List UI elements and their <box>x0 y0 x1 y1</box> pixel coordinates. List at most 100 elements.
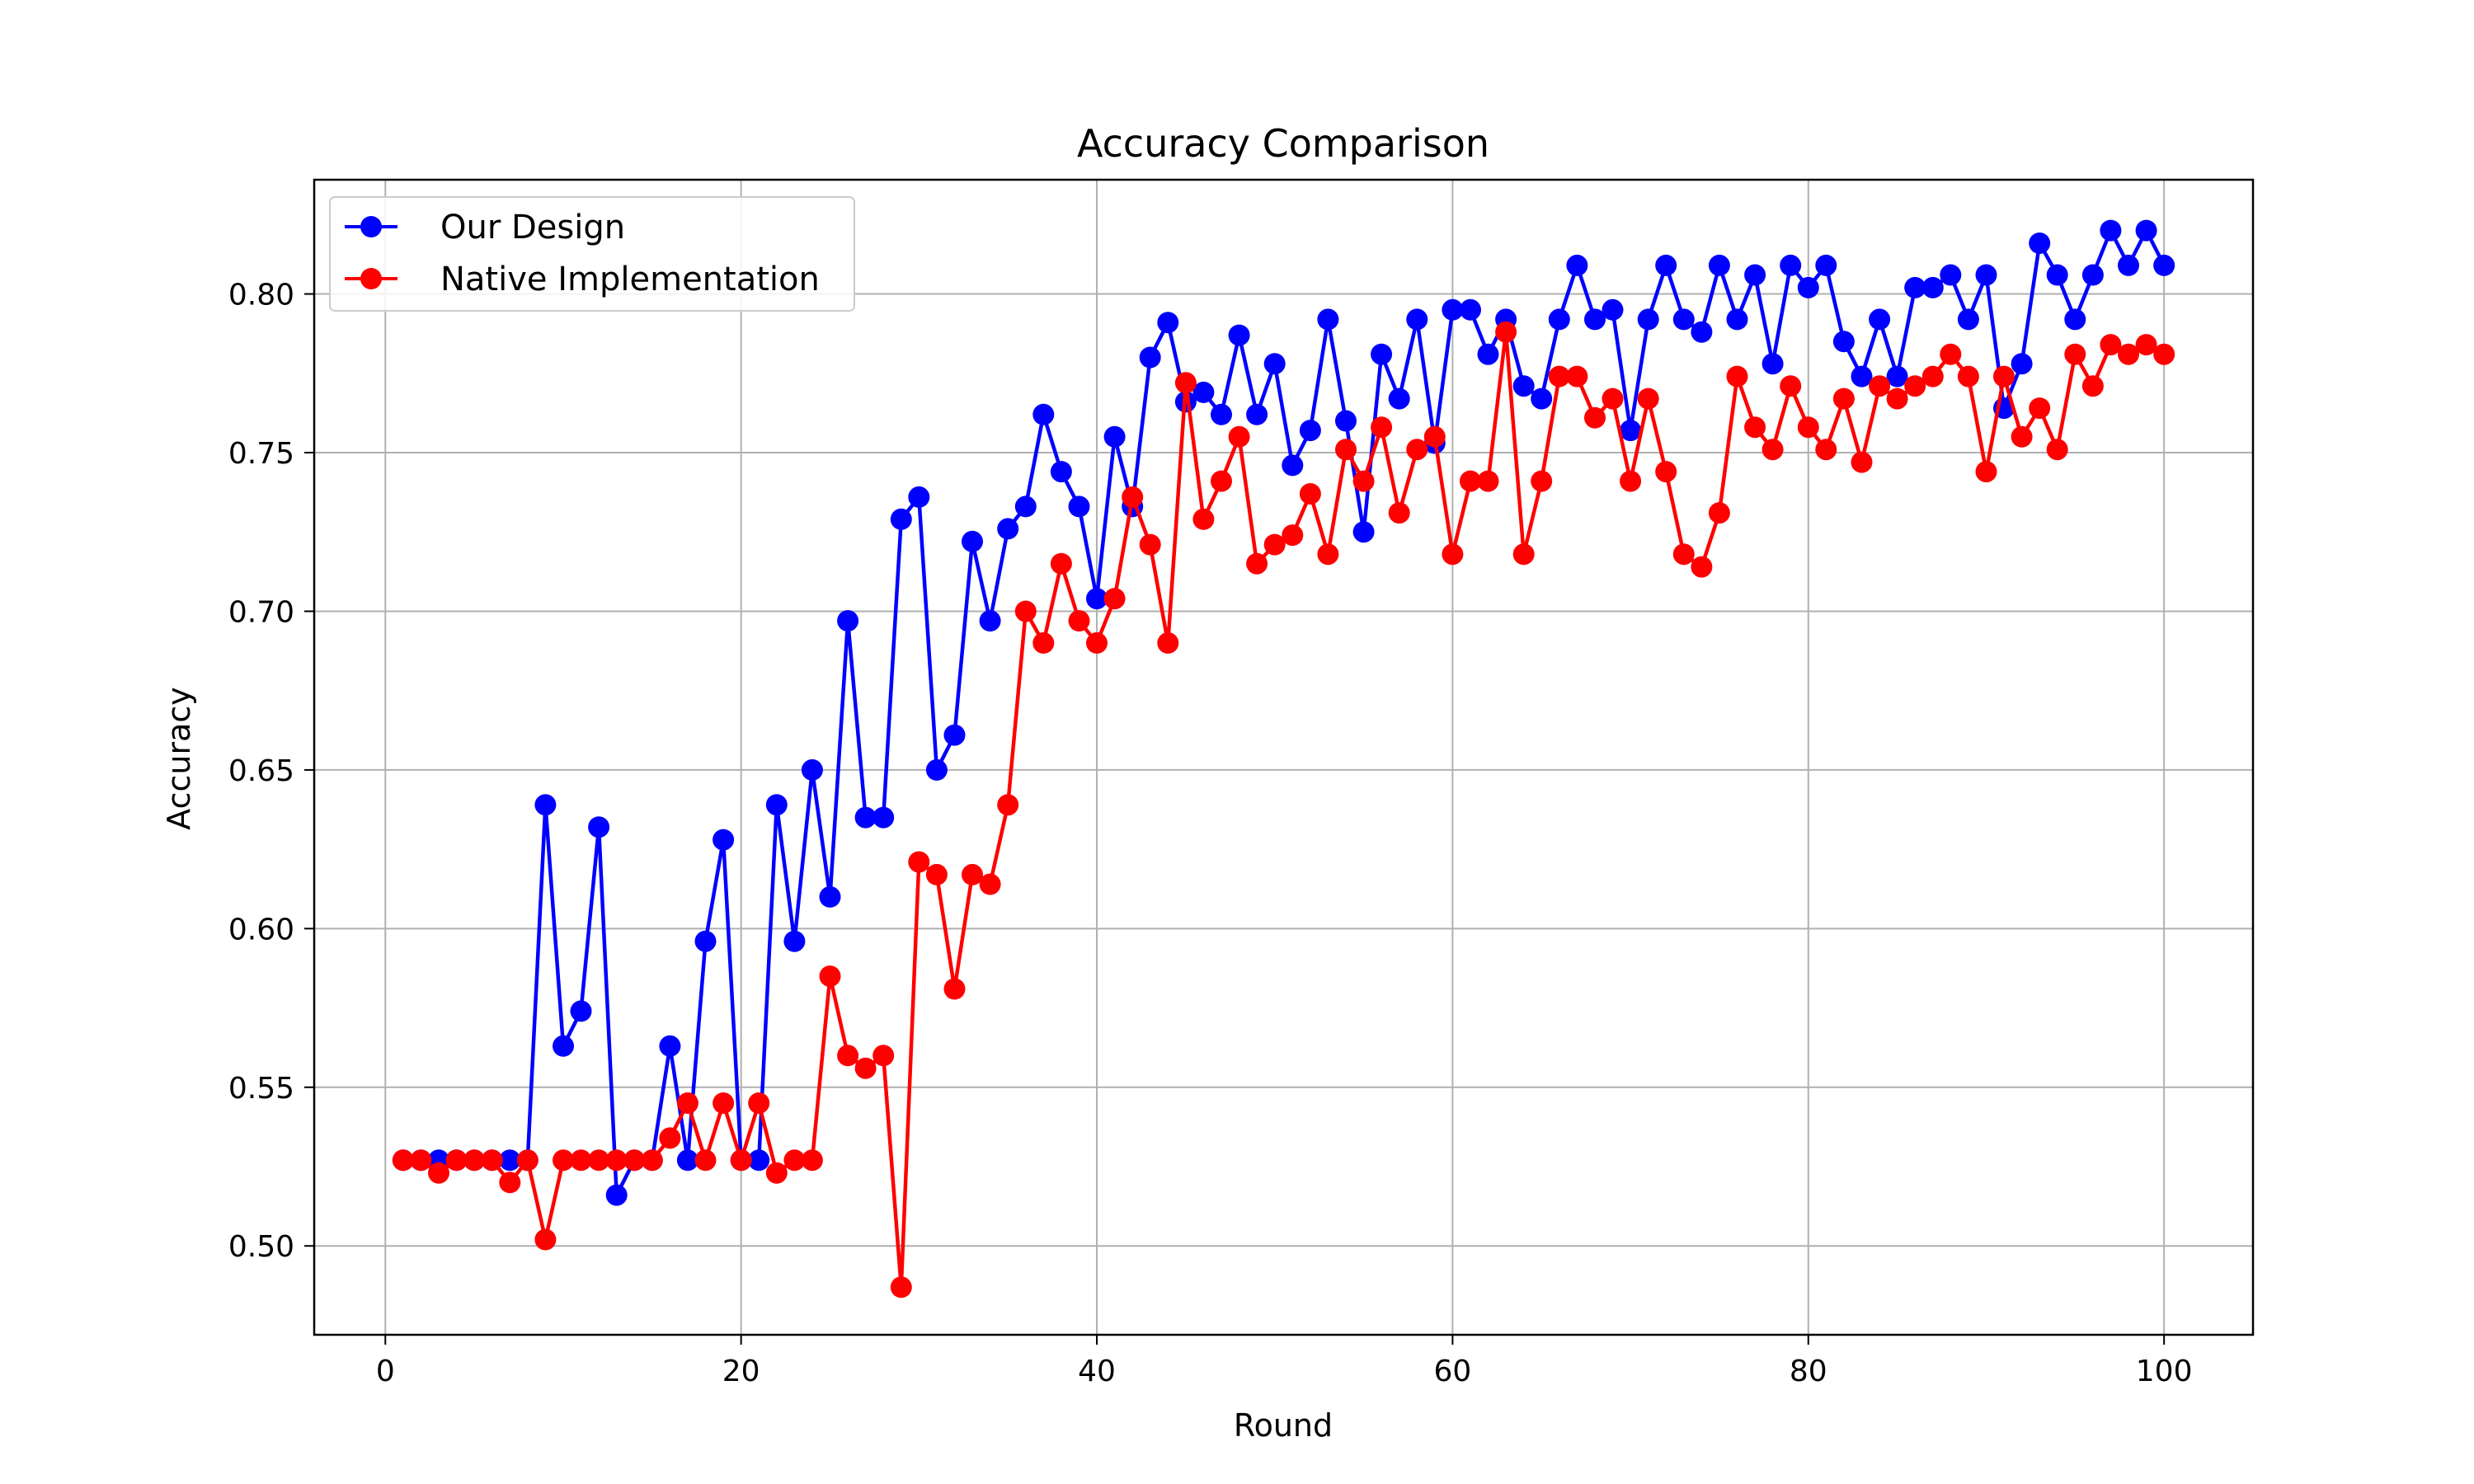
data-point <box>1157 312 1179 334</box>
data-point <box>1282 454 1304 477</box>
data-point <box>2135 219 2157 242</box>
data-point <box>1548 308 1570 331</box>
data-point <box>1602 298 1624 321</box>
data-point <box>428 1162 449 1184</box>
x-tick-label: 100 <box>2136 1355 2193 1388</box>
data-point <box>1263 353 1286 375</box>
data-point <box>1637 387 1659 410</box>
data-point <box>1352 470 1375 492</box>
data-point <box>2011 353 2033 375</box>
data-point <box>1531 387 1553 410</box>
data-point <box>2100 219 2122 242</box>
data-point <box>1620 420 1642 442</box>
data-point <box>1851 451 1873 473</box>
data-point <box>962 863 983 885</box>
data-point <box>1512 375 1535 397</box>
data-point <box>1797 416 1819 439</box>
data-point <box>1263 533 1286 556</box>
data-point <box>605 1149 628 1172</box>
data-point <box>1691 321 1713 343</box>
data-point <box>1957 308 1979 331</box>
data-point <box>1299 420 1321 442</box>
data-point <box>570 1149 592 1172</box>
data-point <box>1211 470 1232 492</box>
data-point <box>553 1149 574 1172</box>
legend-marker-native <box>360 268 382 289</box>
data-point <box>1708 502 1730 524</box>
data-point <box>1904 276 1926 298</box>
data-point <box>1691 556 1713 578</box>
data-point <box>1672 543 1695 566</box>
data-point <box>1388 387 1410 410</box>
data-point <box>2118 343 2139 365</box>
data-point <box>1352 521 1375 543</box>
data-point <box>1192 381 1215 403</box>
data-point <box>1174 372 1197 394</box>
data-point <box>819 885 841 908</box>
data-point <box>1495 321 1517 343</box>
data-point <box>943 724 966 746</box>
data-point <box>783 1149 806 1172</box>
data-point <box>1388 502 1410 524</box>
y-tick-label: 0.65 <box>228 754 294 788</box>
data-point <box>890 508 912 530</box>
chart-title: Accuracy Comparison <box>1077 121 1489 166</box>
data-point <box>1566 365 1588 387</box>
data-point <box>445 1149 468 1172</box>
data-point <box>1637 308 1659 331</box>
data-point <box>499 1149 521 1172</box>
data-point <box>588 1149 610 1172</box>
data-point <box>1335 439 1357 461</box>
plot-frame <box>313 178 2255 1336</box>
data-point <box>1815 254 1837 276</box>
data-point <box>925 863 948 885</box>
data-point <box>1832 331 1855 353</box>
data-point <box>1299 483 1321 505</box>
data-point <box>2153 343 2175 365</box>
data-point <box>1192 508 1215 530</box>
data-point <box>534 1228 557 1251</box>
data-point <box>1655 461 1677 483</box>
legend-marker-our-design <box>360 216 382 237</box>
data-point <box>854 1057 877 1079</box>
series-line <box>402 228 2166 1197</box>
y-tick-label: 0.75 <box>228 437 294 471</box>
data-point <box>2135 334 2157 356</box>
data-point <box>979 873 1001 895</box>
data-point <box>694 1149 717 1172</box>
data-point <box>837 610 859 632</box>
x-axis-label: Round <box>1234 1407 1333 1444</box>
legend: Our Design Native Implementation <box>329 196 855 312</box>
data-point <box>1993 365 2015 387</box>
y-tick-label: 0.80 <box>228 279 294 312</box>
data-point <box>481 1149 503 1172</box>
data-point <box>1406 439 1428 461</box>
data-point <box>570 1000 592 1022</box>
data-point <box>1371 416 1393 439</box>
data-point <box>1584 406 1606 429</box>
y-tick-label: 0.60 <box>228 913 294 946</box>
data-point <box>2064 308 2086 331</box>
data-point <box>1744 264 1766 286</box>
data-point <box>2118 254 2139 276</box>
axis-ticks: 0 20 40 60 80 100 0.50 0.55 0.60 0.65 0.70 0.75 0.80 <box>228 279 2193 1388</box>
data-point <box>1228 324 1250 346</box>
data-point <box>553 1035 574 1057</box>
data-point <box>1975 264 1997 286</box>
data-point <box>1086 632 1108 654</box>
data-point <box>1780 375 1802 397</box>
data-point <box>854 806 877 829</box>
data-point <box>1317 308 1339 331</box>
data-point <box>659 1035 681 1057</box>
x-tick-label: 20 <box>722 1355 760 1388</box>
x-tick-label: 0 <box>376 1355 395 1388</box>
x-tick-label: 60 <box>1433 1355 1471 1388</box>
series-1 <box>392 321 2175 1298</box>
data-point <box>1014 600 1037 622</box>
series-lines <box>392 219 2175 1298</box>
data-point <box>1975 461 1997 483</box>
data-point <box>588 816 610 838</box>
data-point <box>1726 308 1748 331</box>
data-point <box>801 758 823 781</box>
data-point <box>1068 610 1090 632</box>
